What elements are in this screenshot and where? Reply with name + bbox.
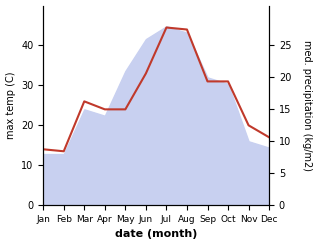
X-axis label: date (month): date (month) (115, 230, 197, 239)
Y-axis label: med. precipitation (kg/m2): med. precipitation (kg/m2) (302, 40, 313, 171)
Y-axis label: max temp (C): max temp (C) (5, 72, 16, 139)
